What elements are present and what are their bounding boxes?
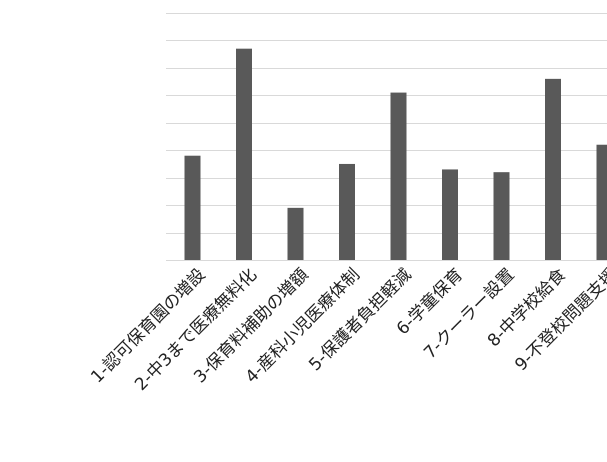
bar-5	[390, 92, 407, 260]
bar-6	[442, 169, 458, 260]
category-labels: 1-認可保育園の増設2-中3まで医療無料化3-保育料補助の増額4-産科小児医療体…	[87, 265, 607, 395]
bar-1	[184, 155, 201, 260]
bar-9	[596, 144, 607, 260]
bar-2	[236, 48, 252, 260]
bars	[184, 48, 607, 260]
bar-8	[545, 78, 561, 260]
gridlines	[166, 13, 607, 261]
category-label-7: 7-クーラー設置	[420, 265, 518, 363]
bar-7	[493, 172, 510, 260]
bar-3	[287, 207, 304, 260]
bar-4	[339, 163, 355, 260]
